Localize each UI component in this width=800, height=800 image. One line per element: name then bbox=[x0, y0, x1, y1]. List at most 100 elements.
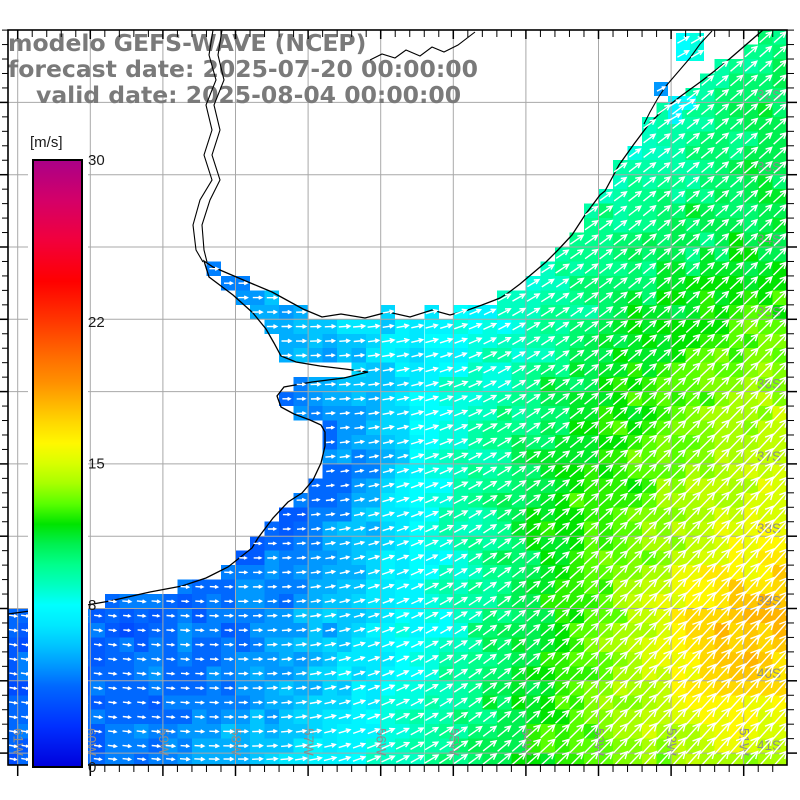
wind-arrow bbox=[628, 148, 642, 158]
wind-arrow bbox=[555, 306, 570, 317]
wind-arrow bbox=[742, 677, 761, 698]
wind-arrow bbox=[613, 305, 629, 318]
wind-arrow bbox=[569, 435, 585, 449]
wind-arrow bbox=[714, 491, 731, 509]
wind-arrow bbox=[511, 522, 527, 535]
wind-arrow bbox=[670, 520, 687, 537]
wind-arrow bbox=[583, 593, 600, 609]
wind-arrow bbox=[730, 146, 744, 159]
wind-arrow bbox=[339, 526, 352, 531]
wind-arrow bbox=[281, 714, 294, 720]
wind-arrow bbox=[598, 492, 614, 507]
wind-arrow bbox=[700, 319, 716, 334]
wind-arrow bbox=[685, 347, 702, 363]
wind-arrow bbox=[453, 596, 469, 606]
wind-arrow bbox=[698, 562, 717, 582]
wind-arrow bbox=[741, 619, 761, 641]
wind-arrow bbox=[584, 205, 599, 216]
wind-arrow bbox=[526, 465, 542, 477]
valid-date-label: valid date: 2025-08-04 00:00:00 bbox=[36, 81, 461, 109]
wind-arrow bbox=[627, 463, 643, 479]
wind-arrow bbox=[324, 699, 337, 705]
wind-arrow bbox=[310, 598, 322, 604]
wind-arrow bbox=[641, 391, 658, 406]
wind-arrow bbox=[439, 597, 454, 606]
wind-arrow bbox=[136, 729, 148, 734]
wind-arrow bbox=[714, 419, 731, 436]
wind-arrow bbox=[583, 406, 600, 420]
wind-arrow bbox=[729, 218, 744, 232]
wind-arrow bbox=[583, 550, 600, 566]
wind-arrow bbox=[642, 319, 658, 333]
wind-arrow bbox=[297, 512, 307, 517]
wind-arrow bbox=[512, 336, 527, 346]
wind-arrow bbox=[613, 248, 628, 260]
wind-arrow bbox=[469, 308, 483, 316]
wind-arrow bbox=[282, 396, 292, 401]
wind-arrow bbox=[641, 750, 658, 767]
wind-arrow bbox=[613, 277, 628, 289]
wind-arrow bbox=[583, 694, 600, 711]
wind-arrow bbox=[497, 422, 513, 433]
wind-arrow bbox=[381, 684, 396, 692]
wind-arrow bbox=[367, 641, 381, 648]
wind-arrow bbox=[670, 736, 687, 755]
wind-arrow bbox=[728, 375, 745, 393]
wind-arrow bbox=[368, 338, 381, 344]
wind-arrow bbox=[252, 685, 264, 691]
wind-arrow bbox=[554, 666, 571, 681]
wind-arrow bbox=[410, 482, 425, 489]
wind-arrow bbox=[123, 628, 132, 633]
wind-arrow bbox=[396, 323, 410, 329]
wind-arrow bbox=[223, 671, 235, 676]
wind-arrow bbox=[525, 494, 542, 506]
wind-arrow bbox=[482, 437, 498, 447]
wind-arrow bbox=[641, 492, 658, 508]
wind-arrow bbox=[584, 363, 600, 376]
wind-arrow bbox=[598, 737, 614, 754]
wind-arrow bbox=[339, 512, 351, 517]
wind-arrow bbox=[482, 494, 498, 505]
wind-arrow bbox=[541, 350, 556, 360]
wind-arrow bbox=[425, 626, 439, 634]
wind-arrow bbox=[713, 605, 732, 626]
wind-arrow bbox=[713, 692, 731, 712]
wind-arrow bbox=[612, 679, 629, 697]
wind-arrow bbox=[715, 103, 730, 116]
colorbar-unit-label: [m/s] bbox=[30, 134, 63, 151]
wind-arrow bbox=[555, 278, 570, 288]
wind-arrow bbox=[93, 657, 103, 662]
wind-arrow bbox=[439, 380, 455, 388]
wind-arrow bbox=[555, 364, 570, 375]
wind-arrow bbox=[685, 305, 701, 319]
model-title: modelo GEFS-WAVE (NCEP) bbox=[8, 29, 366, 57]
wind-arrow bbox=[584, 435, 600, 449]
wind-arrow bbox=[700, 304, 716, 319]
wind-arrow bbox=[425, 554, 439, 562]
wind-arrow bbox=[353, 670, 366, 676]
wind-arrow bbox=[367, 626, 381, 633]
wind-arrow bbox=[353, 555, 366, 560]
wind-arrow bbox=[685, 276, 701, 290]
wind-arrow bbox=[368, 497, 380, 502]
wind-arrow bbox=[410, 568, 425, 576]
wind-arrow bbox=[540, 723, 556, 739]
wind-arrow bbox=[657, 204, 672, 217]
wind-arrow bbox=[713, 677, 732, 698]
wind-arrow bbox=[239, 556, 248, 560]
wind-arrow bbox=[209, 671, 220, 676]
wind-arrow bbox=[699, 750, 716, 768]
wind-arrow bbox=[468, 596, 483, 606]
wind-arrow bbox=[642, 176, 657, 188]
wind-arrow bbox=[424, 467, 440, 475]
wind-arrow bbox=[628, 219, 643, 231]
wind-arrow bbox=[698, 605, 717, 626]
wind-arrow bbox=[353, 612, 366, 618]
wind-arrow bbox=[642, 219, 657, 231]
wind-arrow bbox=[656, 348, 672, 362]
wind-arrow bbox=[9, 715, 19, 720]
wind-arrow bbox=[656, 520, 673, 537]
wind-arrow bbox=[282, 527, 292, 531]
wind-arrow bbox=[742, 533, 760, 553]
wind-arrow bbox=[757, 389, 774, 407]
